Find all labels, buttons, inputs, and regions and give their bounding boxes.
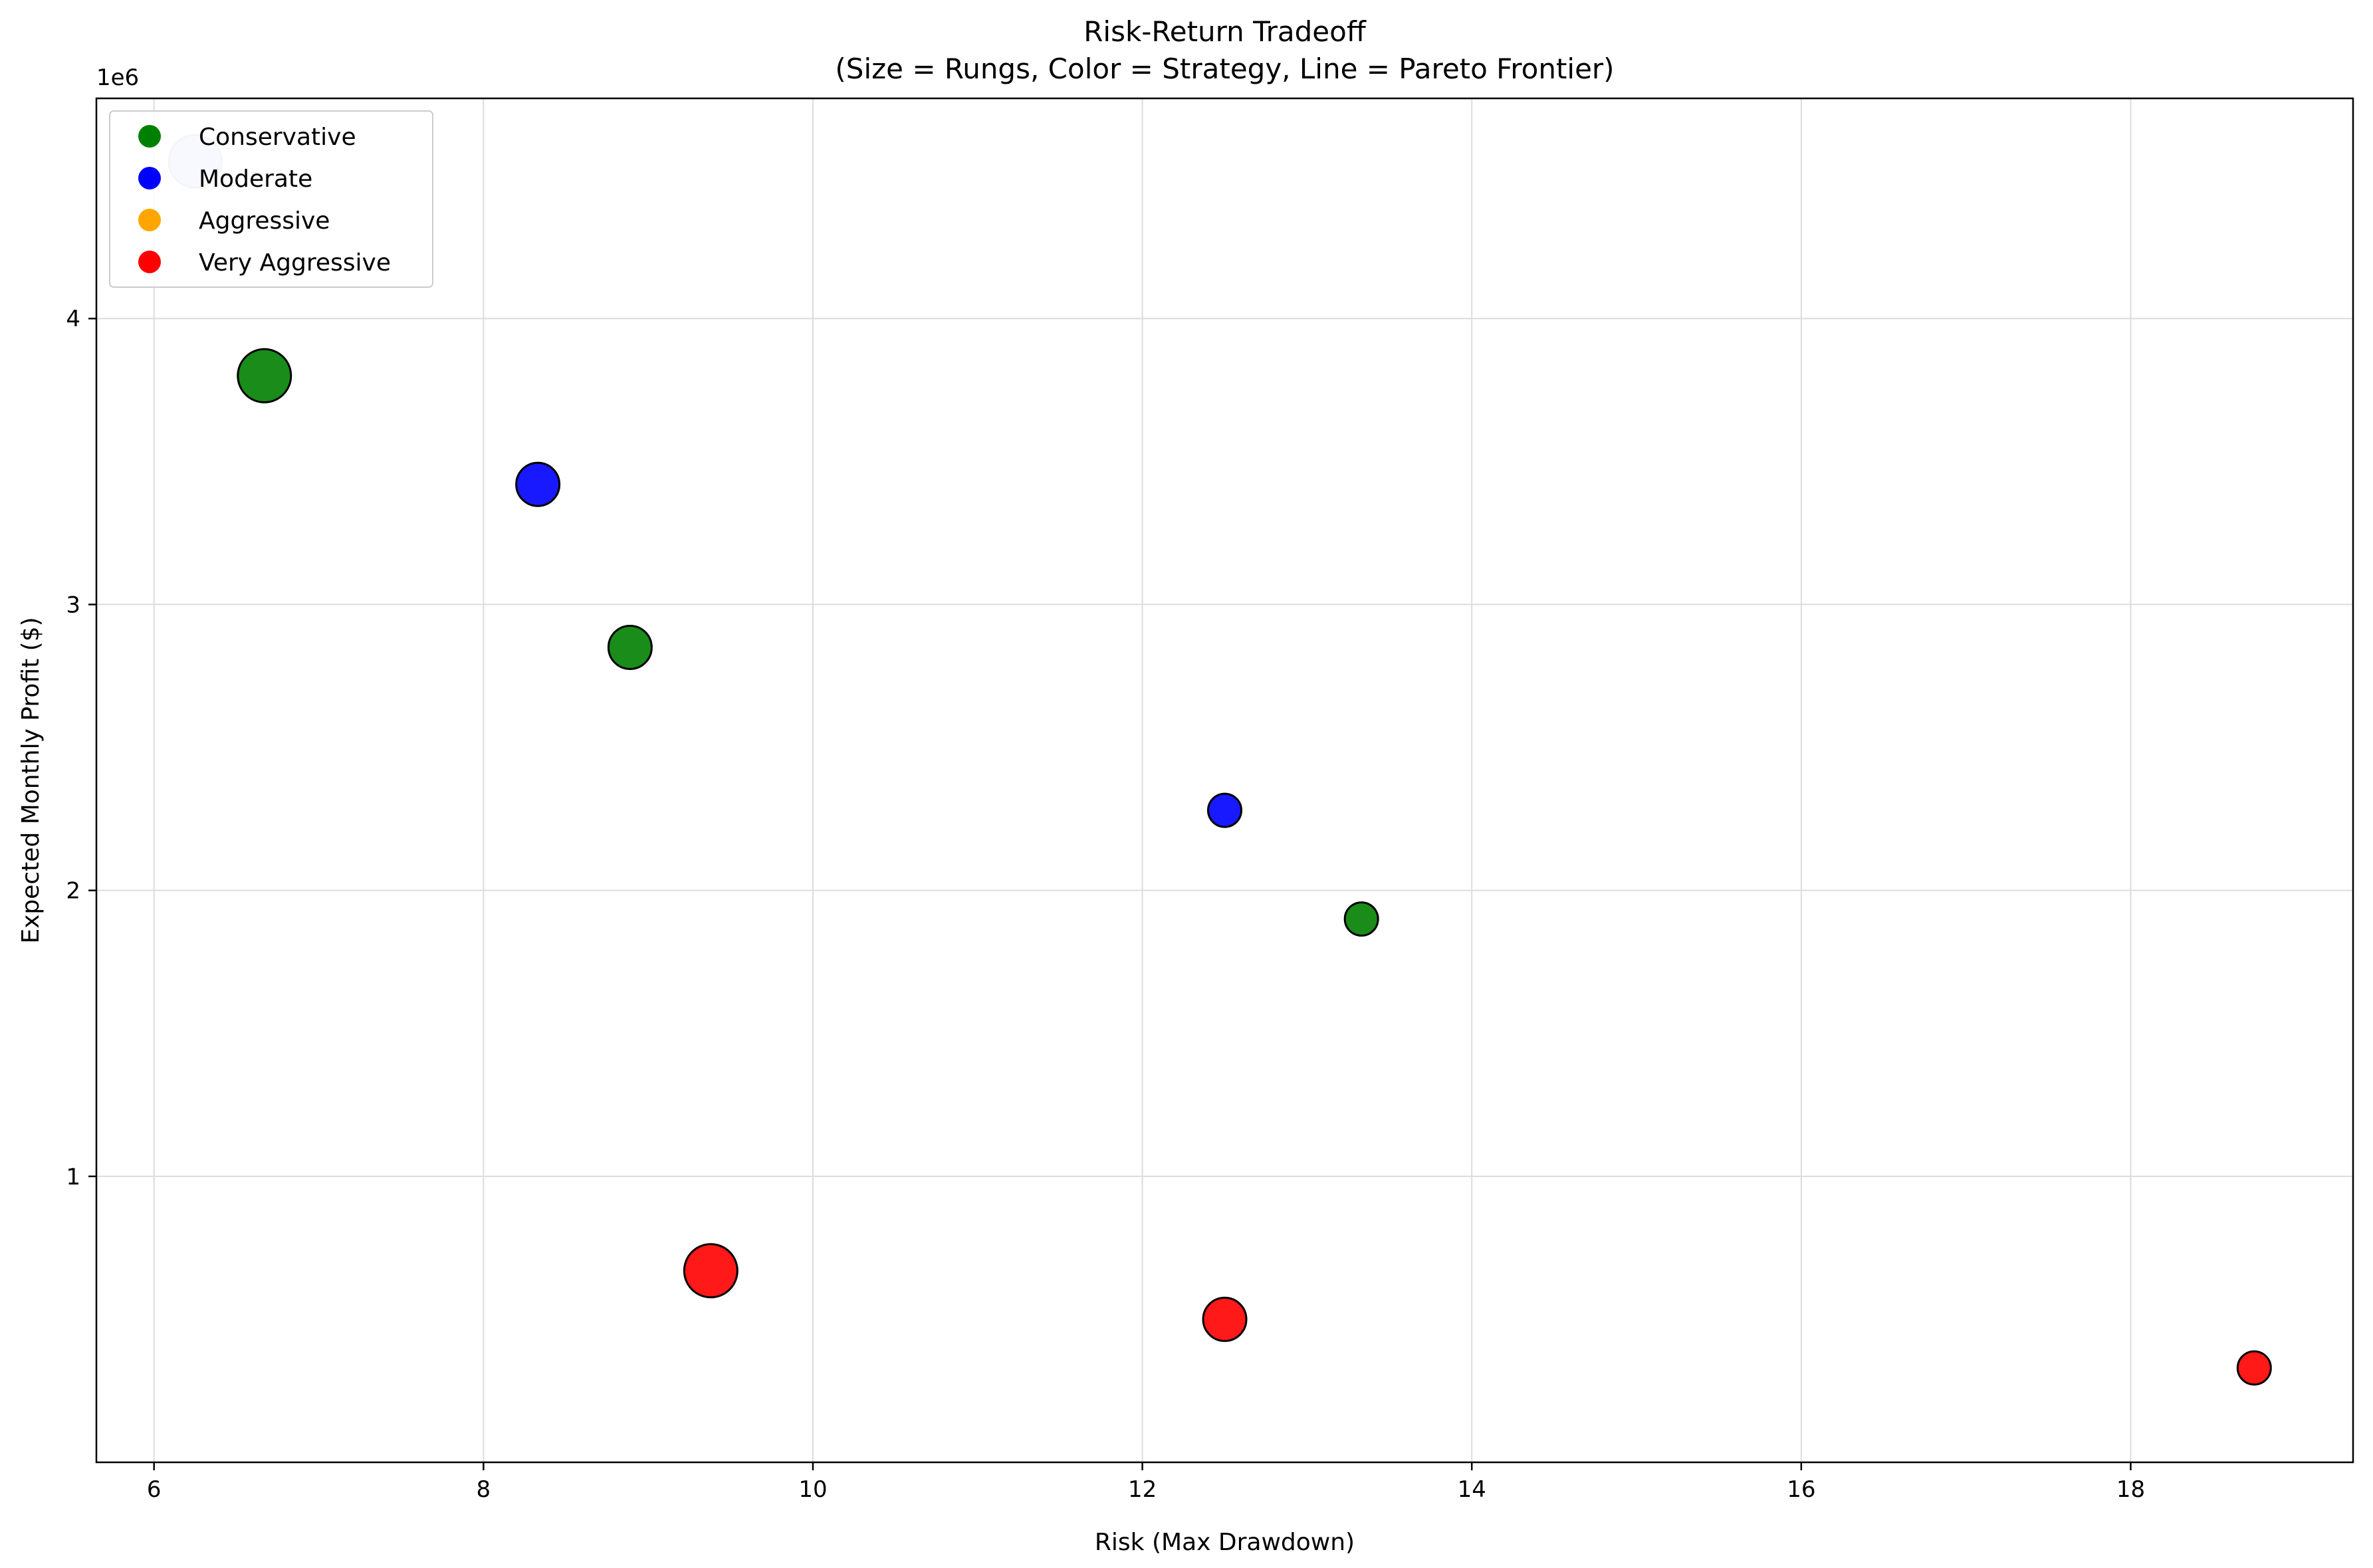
- data-point-conservative: [607, 624, 653, 670]
- legend-box: [109, 110, 433, 288]
- data-point-very-aggressive: [1202, 1296, 1248, 1342]
- data-point-very-aggressive: [2236, 1350, 2272, 1386]
- data-point-moderate: [1207, 792, 1242, 828]
- legend-entries: Conservative Moderate Aggressive Very Aggre…: [138, 124, 391, 277]
- y-tick-label: 4: [66, 306, 80, 332]
- legend: Conservative Moderate Aggressive Very Aggre…: [109, 110, 433, 288]
- legend-marker-moderate: [138, 167, 161, 189]
- y-tick-label: 2: [66, 878, 80, 905]
- data-point-conservative: [1343, 901, 1379, 937]
- legend-label-conservative: Conservative: [199, 124, 356, 151]
- x-tick-label: 12: [1128, 1476, 1157, 1503]
- legend-label-moderate: Moderate: [199, 166, 312, 193]
- x-tick-label: 14: [1458, 1476, 1486, 1503]
- data-point-conservative: [237, 348, 292, 403]
- x-axis-label: Risk (Max Drawdown): [1095, 1529, 1355, 1556]
- chart-subtitle: (Size = Rungs, Color = Strategy, Line = …: [835, 53, 1614, 85]
- x-tick-label: 8: [477, 1476, 491, 1503]
- legend-marker-conservative: [138, 125, 161, 148]
- legend-label-very-aggressive: Very Aggressive: [199, 249, 391, 277]
- data-point-moderate: [515, 461, 561, 507]
- legend-marker-very-aggressive: [138, 251, 161, 273]
- legend-label-aggressive: Aggressive: [199, 207, 330, 235]
- x-tick-label: 16: [1787, 1476, 1815, 1503]
- x-tick-label: 10: [798, 1476, 827, 1503]
- chart-title: Risk-Return Tradeoff: [1083, 15, 1367, 48]
- x-tick-label: 6: [147, 1476, 162, 1503]
- y-tick-label: 3: [66, 592, 80, 618]
- grid-lines: [96, 98, 2353, 1462]
- legend-marker-aggressive: [138, 209, 161, 231]
- x-tick-label: 18: [2116, 1476, 2145, 1503]
- data-point-very-aggressive: [683, 1243, 738, 1299]
- y-tick-label: 1: [66, 1164, 80, 1190]
- y-axis-label: Expected Monthly Profit ($): [17, 617, 45, 943]
- y-offset-label: 1e6: [96, 64, 139, 91]
- plot-frame: [95, 97, 2354, 1464]
